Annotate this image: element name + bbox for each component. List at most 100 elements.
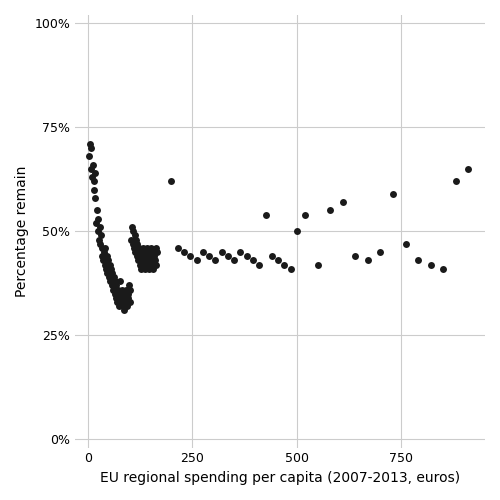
Point <box>286 264 294 272</box>
Point <box>212 256 220 264</box>
Point <box>89 160 97 168</box>
Point <box>242 252 250 260</box>
Point <box>126 286 134 294</box>
Point <box>96 240 104 248</box>
Point <box>439 264 447 272</box>
Point <box>132 252 140 260</box>
Point <box>153 248 161 256</box>
Point <box>111 277 119 285</box>
Point <box>142 256 150 264</box>
Point <box>106 260 114 268</box>
Point <box>218 248 226 256</box>
Point <box>110 273 118 281</box>
Point <box>150 256 158 264</box>
Point <box>118 298 126 306</box>
Point <box>118 286 126 294</box>
Point <box>100 260 108 268</box>
Point <box>132 236 140 244</box>
Point <box>146 252 154 260</box>
Point <box>138 252 145 260</box>
Point <box>205 252 213 260</box>
Point <box>110 290 118 298</box>
Point <box>137 264 145 272</box>
Point <box>104 269 112 277</box>
Point <box>126 298 134 306</box>
Point <box>104 256 112 264</box>
Point <box>148 248 156 256</box>
Point <box>192 256 200 264</box>
Point <box>140 260 148 268</box>
Point <box>199 248 207 256</box>
Point <box>168 178 175 186</box>
Point <box>144 260 152 268</box>
Point <box>104 273 112 281</box>
Point <box>255 260 263 268</box>
Point <box>98 252 106 260</box>
Point <box>268 252 276 260</box>
Point <box>274 256 282 264</box>
Point <box>389 190 397 198</box>
Point <box>180 248 188 256</box>
Point <box>102 264 110 272</box>
Point <box>376 248 384 256</box>
Point <box>364 256 372 264</box>
Point <box>139 244 147 252</box>
Point <box>85 152 93 160</box>
Point <box>262 210 270 218</box>
Point <box>146 264 154 272</box>
Point <box>130 244 138 252</box>
Point <box>128 240 136 248</box>
Point <box>112 282 120 290</box>
Point <box>119 302 127 310</box>
Point <box>109 286 117 294</box>
Point <box>90 186 98 194</box>
Point <box>301 210 309 218</box>
Point <box>129 228 137 235</box>
Point <box>120 306 128 314</box>
Point <box>130 232 138 239</box>
Point <box>124 294 132 302</box>
Point <box>102 244 110 252</box>
Point <box>128 223 136 231</box>
Point <box>93 206 101 214</box>
Point <box>112 294 120 302</box>
Point <box>314 260 322 268</box>
Point <box>95 236 103 244</box>
Y-axis label: Percentage remain: Percentage remain <box>15 166 29 297</box>
Point <box>100 256 108 264</box>
Point <box>136 260 143 268</box>
Point <box>94 215 102 223</box>
Point <box>102 252 110 260</box>
Point <box>98 244 106 252</box>
Point <box>107 264 115 272</box>
Point <box>174 244 182 252</box>
Point <box>120 290 128 298</box>
Point <box>402 240 409 248</box>
Point <box>113 298 121 306</box>
Point <box>152 260 160 268</box>
Point <box>150 252 158 260</box>
Point <box>115 290 123 298</box>
Point <box>108 282 116 290</box>
Point <box>108 269 116 277</box>
Point <box>140 248 148 256</box>
Point <box>138 256 146 264</box>
Point <box>143 244 151 252</box>
Point <box>142 252 150 260</box>
Point <box>96 223 104 231</box>
Point <box>122 298 130 306</box>
Point <box>144 248 152 256</box>
Point <box>426 260 434 268</box>
Point <box>133 240 141 248</box>
Point <box>249 256 257 264</box>
Point <box>230 256 238 264</box>
Point <box>150 264 158 272</box>
Point <box>141 264 149 272</box>
Point <box>115 302 123 310</box>
Point <box>464 165 472 173</box>
Point <box>97 232 105 239</box>
Point <box>122 286 130 294</box>
Point <box>352 252 360 260</box>
Point <box>293 228 301 235</box>
Point <box>87 165 95 173</box>
